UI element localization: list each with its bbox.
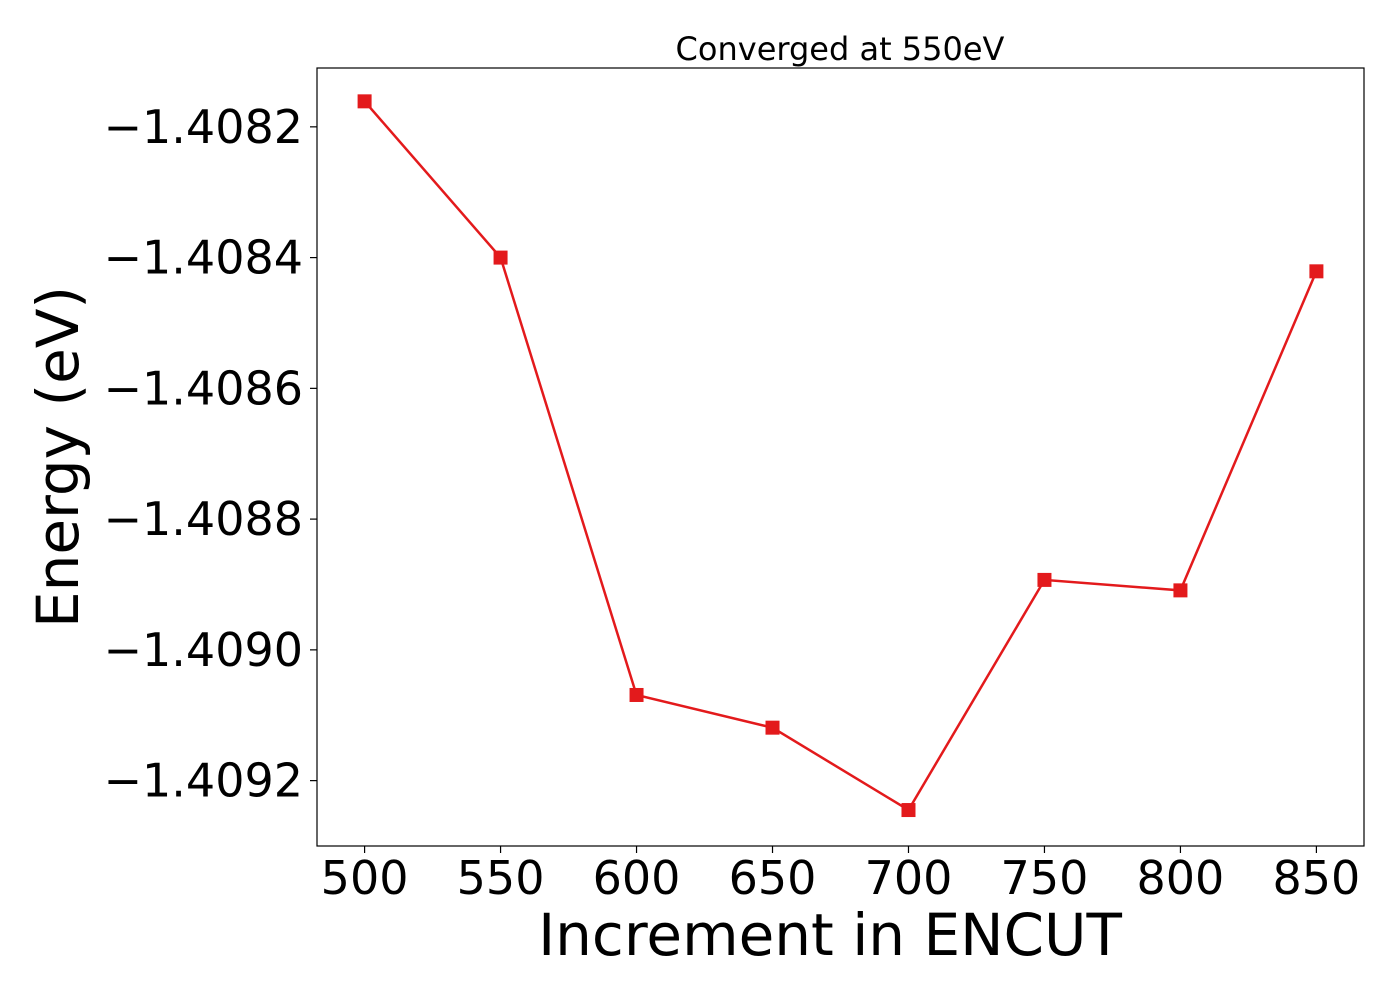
data-point — [493, 250, 508, 265]
y-tick-label: −1.4090 — [104, 623, 304, 677]
y-tick-label: −1.4082 — [104, 100, 304, 154]
x-tick-label: 650 — [729, 851, 817, 905]
y-tick-label: −1.4086 — [104, 361, 304, 415]
data-point — [1173, 583, 1188, 598]
x-tick-label: 500 — [321, 851, 409, 905]
series-line — [363, 100, 1318, 812]
x-tick-label: 600 — [593, 851, 681, 905]
x-tick-label: 800 — [1137, 851, 1225, 905]
y-tick-label: −1.4092 — [104, 754, 304, 808]
series-layer — [357, 94, 1324, 818]
y-axis-ticks: −1.4082 −1.4084 −1.4086 −1.4088 −1.4090 −1.40… — [104, 100, 317, 808]
y-tick-label: −1.4084 — [104, 231, 304, 285]
data-point — [901, 803, 916, 818]
data-point — [1037, 572, 1052, 587]
x-tick-label: 550 — [457, 851, 545, 905]
data-point — [357, 94, 372, 109]
x-axis-label: Increment in ENCUT — [538, 901, 1122, 969]
data-point — [1309, 264, 1324, 279]
x-tick-label: 700 — [865, 851, 953, 905]
y-tick-label: −1.4088 — [104, 492, 304, 546]
x-axis-ticks: 500 550 600 650 700 750 800 850 — [321, 846, 1361, 905]
data-point — [765, 720, 780, 735]
y-axis-label: Energy (eV) — [24, 286, 92, 628]
data-point — [629, 687, 644, 702]
plot-frame — [316, 67, 1365, 847]
x-tick-label: 850 — [1273, 851, 1361, 905]
chart-title: Converged at 550eV — [676, 30, 1005, 68]
x-tick-label: 750 — [1001, 851, 1089, 905]
